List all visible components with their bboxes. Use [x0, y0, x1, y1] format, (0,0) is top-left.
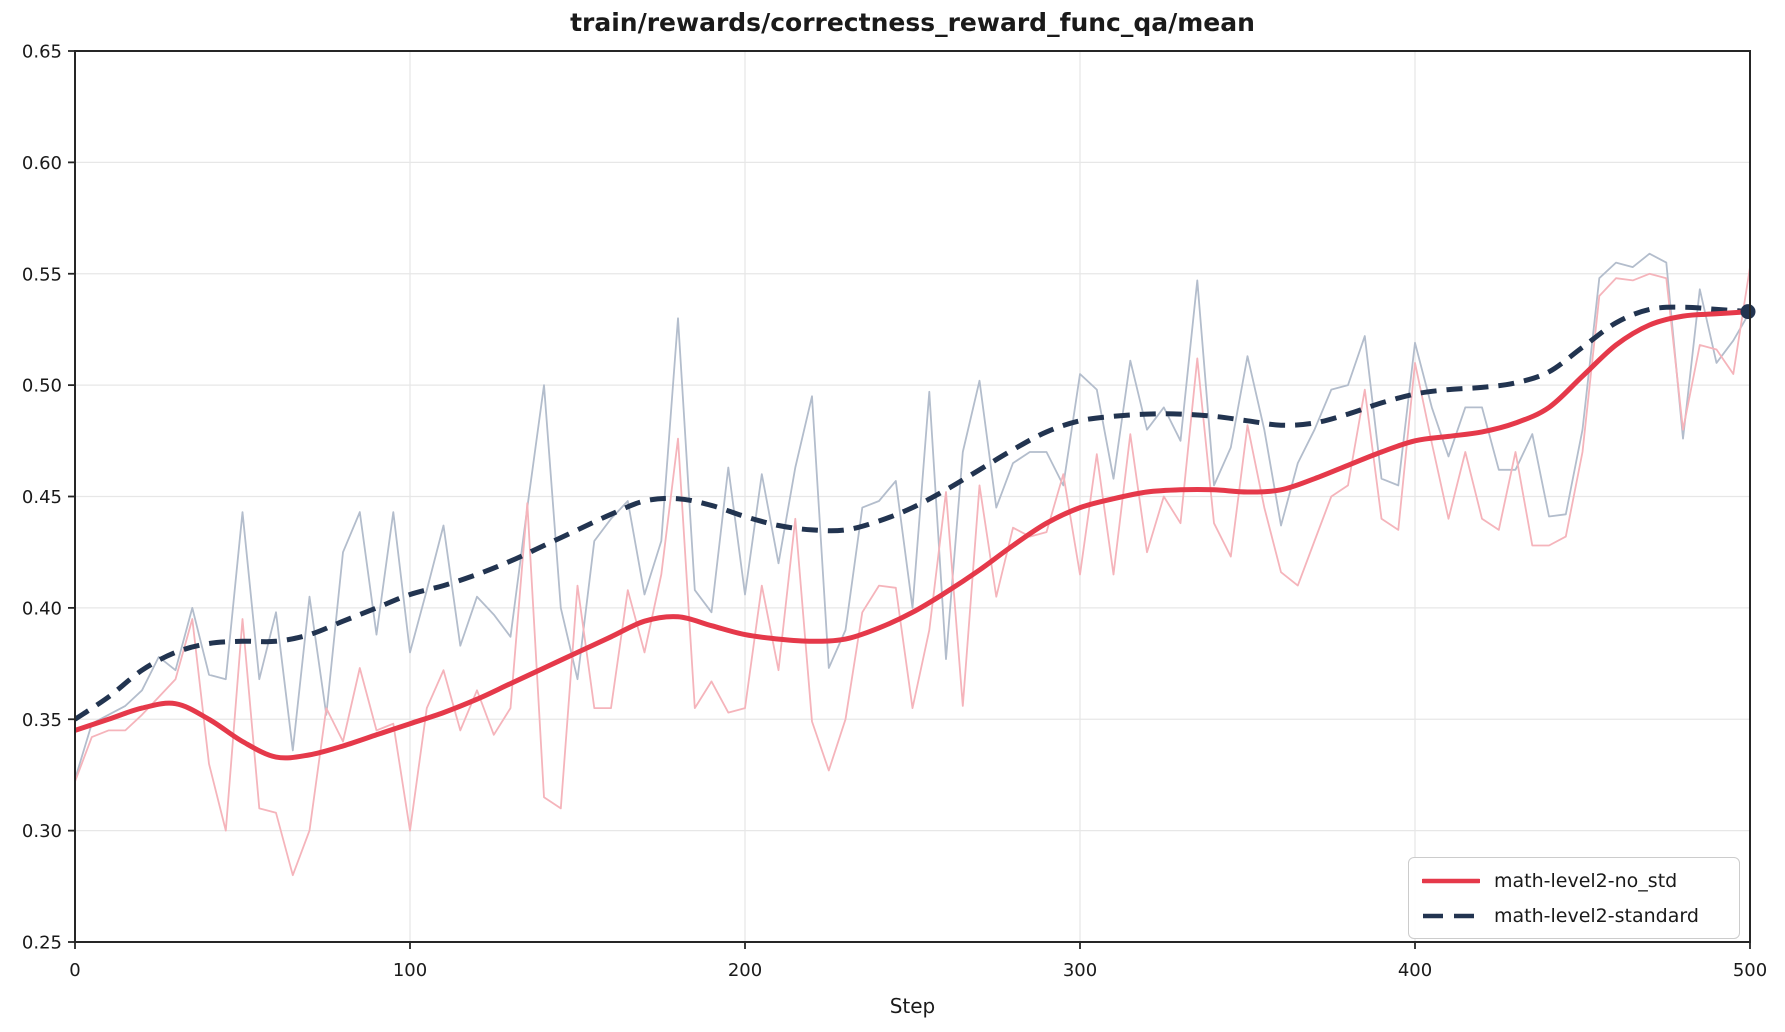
chart-title: train/rewards/correctness_reward_func_qa…	[570, 8, 1255, 37]
x-tick-label-100: 100	[393, 960, 427, 981]
x-tick-label-500: 500	[1733, 960, 1767, 981]
x-tick-label-400: 400	[1398, 960, 1432, 981]
legend-item-standard: math-level2-standard	[1422, 903, 1729, 929]
legend-line-sample-dashed	[1423, 913, 1479, 918]
series-line-standard_raw	[75, 252, 1750, 781]
y-tick-label-0.35: 0.35	[22, 710, 62, 731]
y-tick-label-0.6: 0.60	[22, 153, 62, 174]
x-tick-label-0: 0	[69, 960, 80, 981]
x-tick-label-300: 300	[1063, 960, 1097, 981]
legend-line-sample-solid	[1422, 878, 1480, 883]
series-layer	[75, 252, 1750, 877]
y-tick-label-0.25: 0.25	[22, 933, 62, 954]
y-tick-label-0.3: 0.30	[22, 821, 62, 842]
legend-item-no-std: math-level2-no_std	[1422, 868, 1729, 894]
legend: math-level2-no_std math-level2-standard	[1408, 857, 1740, 939]
y-tick-label-0.5: 0.50	[22, 376, 62, 397]
legend-label-no-std: math-level2-no_std	[1494, 869, 1678, 892]
x-tick-label-200: 200	[728, 960, 762, 981]
series-line-no_std_raw	[75, 266, 1750, 877]
y-tick-label-0.55: 0.55	[22, 264, 62, 285]
y-tick-label-0.4: 0.40	[22, 598, 62, 619]
series-line-no_std_smooth	[75, 309, 1750, 761]
legend-label-standard: math-level2-standard	[1494, 904, 1699, 927]
y-tick-label-0.45: 0.45	[22, 487, 62, 508]
x-axis-title: Step	[889, 994, 936, 1018]
series-line-standard_smooth	[75, 304, 1750, 722]
end-marker-dot	[1740, 304, 1756, 320]
y-tick-label-0.65: 0.65	[22, 42, 62, 63]
